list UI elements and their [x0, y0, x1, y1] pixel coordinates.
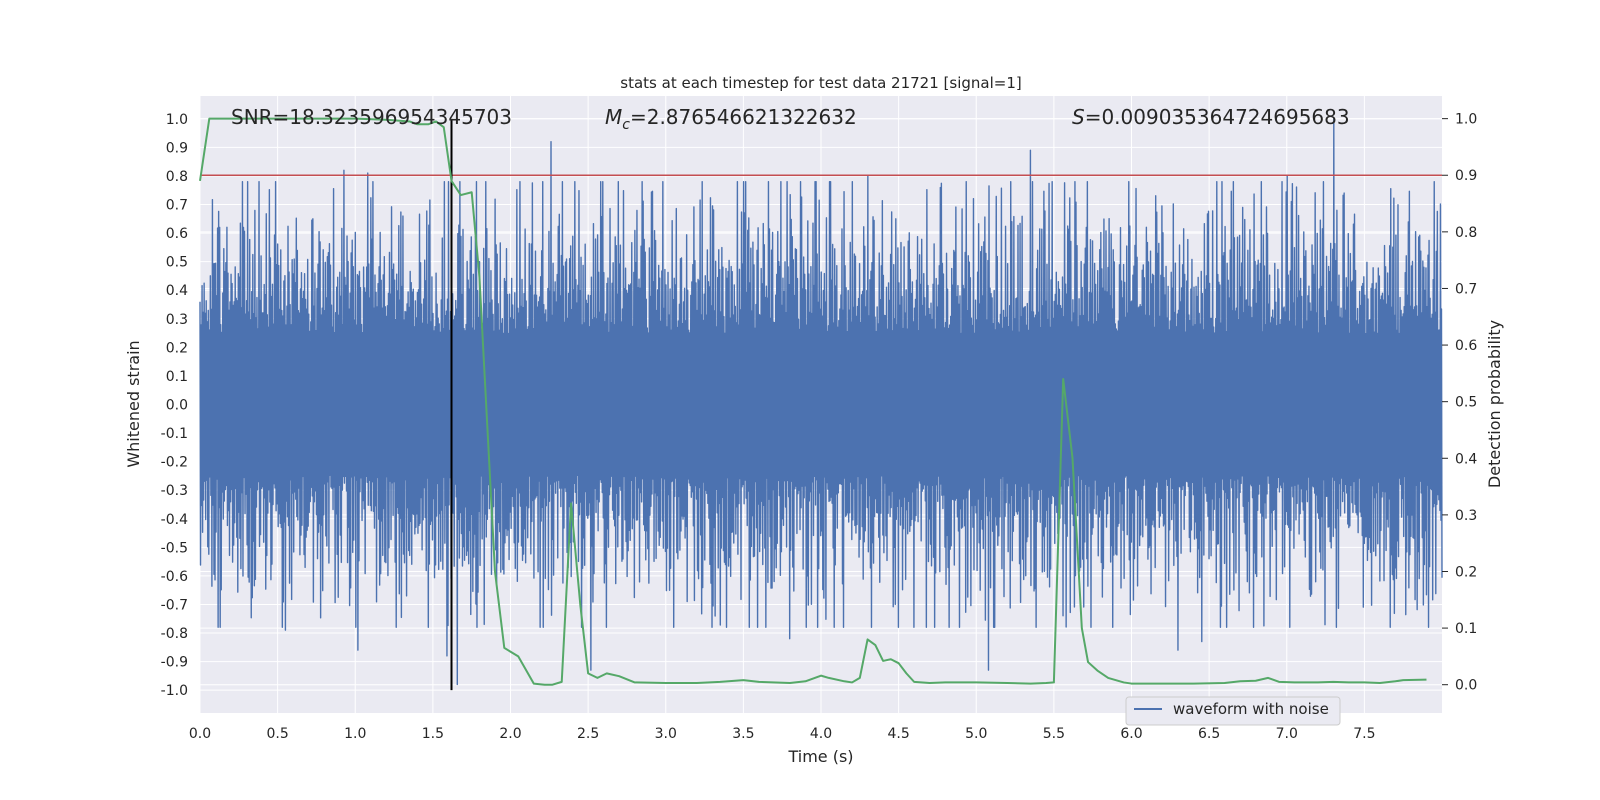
y-tick-right-label: 0.6: [1455, 338, 1477, 354]
detection-probability-line: [199, 117, 1427, 686]
x-tick-label: 0.5: [266, 726, 288, 742]
y-tick-left-label: -0.8: [161, 626, 188, 642]
y-tick-left-label: -0.6: [161, 569, 188, 585]
snr-annotation: SNR=18.323596954345703: [231, 105, 512, 129]
x-tick-label: 6.0: [1120, 726, 1142, 742]
x-tick-label: 1.5: [422, 726, 444, 742]
y-tick-left-label: 0.3: [166, 312, 188, 328]
y-tick-left-label: -0.1: [161, 426, 188, 442]
s-annotation: S=0.009035364724695683: [1072, 105, 1350, 129]
x-axis: 0.0 0.5 1.0 1.5 2.0 2.5 3.0 3.5 4.0 4.5 5.0 5.5 6.0 6…: [189, 726, 1376, 742]
x-tick-label: 2.0: [499, 726, 521, 742]
y-tick-left-label: 1.0: [166, 112, 188, 128]
y-tick-left-label: -1.0: [161, 683, 188, 699]
x-tick-label: 7.0: [1276, 726, 1298, 742]
chirp-mass-symbol: M: [605, 105, 622, 129]
legend-box: [1125, 696, 1341, 726]
y-tick-left-label: 0.1: [166, 369, 188, 385]
y-tick-left-label: 0.2: [166, 340, 188, 356]
y-tick-right-label: 0.2: [1455, 564, 1477, 580]
y-tick-left-label: -0.2: [161, 455, 188, 471]
x-axis-label: Time (s): [787, 747, 853, 766]
series-waveform-with-noise: [199, 118, 1443, 686]
y-tick-left-label: 0.8: [166, 169, 188, 185]
y-tick-left-label: -0.7: [161, 597, 188, 613]
x-tick-label: 7.5: [1353, 726, 1375, 742]
y-tick-left-label: -0.3: [161, 483, 188, 499]
y-tick-right-label: 0.4: [1455, 451, 1477, 467]
y-tick-right-label: 1.0: [1455, 112, 1477, 128]
y-axis-left-label: Whitened strain: [124, 340, 143, 467]
x-tick-label: 3.0: [655, 726, 677, 742]
y-tick-left-label: -0.9: [161, 655, 188, 671]
y-tick-right-label: 0.9: [1455, 168, 1477, 184]
x-tick-label: 5.0: [965, 726, 987, 742]
y-tick-left-label: -0.4: [161, 512, 188, 528]
chirp-mass-value: =2.876546621322632: [630, 105, 857, 129]
y-tick-right-label: 0.5: [1455, 395, 1477, 411]
chart-title: stats at each timestep for test data 217…: [620, 74, 1021, 92]
y-tick-right-label: 0.3: [1455, 508, 1477, 524]
x-tick-label: 4.0: [810, 726, 832, 742]
chirp-mass-subscript: c: [622, 117, 630, 133]
y-tick-left-label: 0.9: [166, 140, 188, 156]
s-value: =0.009035364724695683: [1085, 105, 1350, 129]
y-axis-right: 1.0 0.9 0.8 0.7 0.6 0.5 0.4 0.3 0.2 0.1 0.0: [1442, 112, 1477, 694]
legend-label: waveform with noise: [1173, 700, 1329, 718]
y-tick-left-label: 0.4: [166, 283, 188, 299]
y-axis-left: 1.0 0.9 0.8 0.7 0.6 0.5 0.4 0.3 0.2 0.1 0.0 -0.1 -0.…: [161, 112, 188, 699]
legend: waveform with noise: [1125, 696, 1341, 726]
y-tick-right-label: 0.0: [1455, 678, 1477, 694]
y-tick-left-label: 0.7: [166, 198, 188, 214]
overlay-lines: [199, 117, 1442, 691]
y-tick-left-label: 0.0: [166, 398, 188, 414]
y-tick-left-label: -0.5: [161, 540, 188, 556]
x-tick-label: 2.5: [577, 726, 599, 742]
x-tick-label: 0.0: [189, 726, 211, 742]
x-tick-label: 5.5: [1043, 726, 1065, 742]
y-tick-right-label: 0.1: [1455, 621, 1477, 637]
waveform-with-noise-line: [199, 118, 1443, 686]
x-tick-label: 1.0: [344, 726, 366, 742]
x-tick-label: 6.5: [1198, 726, 1220, 742]
y-axis-right-label: Detection probability: [1485, 320, 1504, 488]
chirp-mass-annotation: Mc=2.876546621322632: [605, 105, 857, 133]
y-tick-right-label: 0.7: [1455, 281, 1477, 297]
y-tick-left-label: 0.5: [166, 255, 188, 271]
y-tick-left-label: 0.6: [166, 226, 188, 242]
s-symbol: S: [1072, 105, 1085, 129]
x-tick-label: 4.5: [887, 726, 909, 742]
x-tick-label: 3.5: [732, 726, 754, 742]
y-tick-right-label: 0.8: [1455, 225, 1477, 241]
